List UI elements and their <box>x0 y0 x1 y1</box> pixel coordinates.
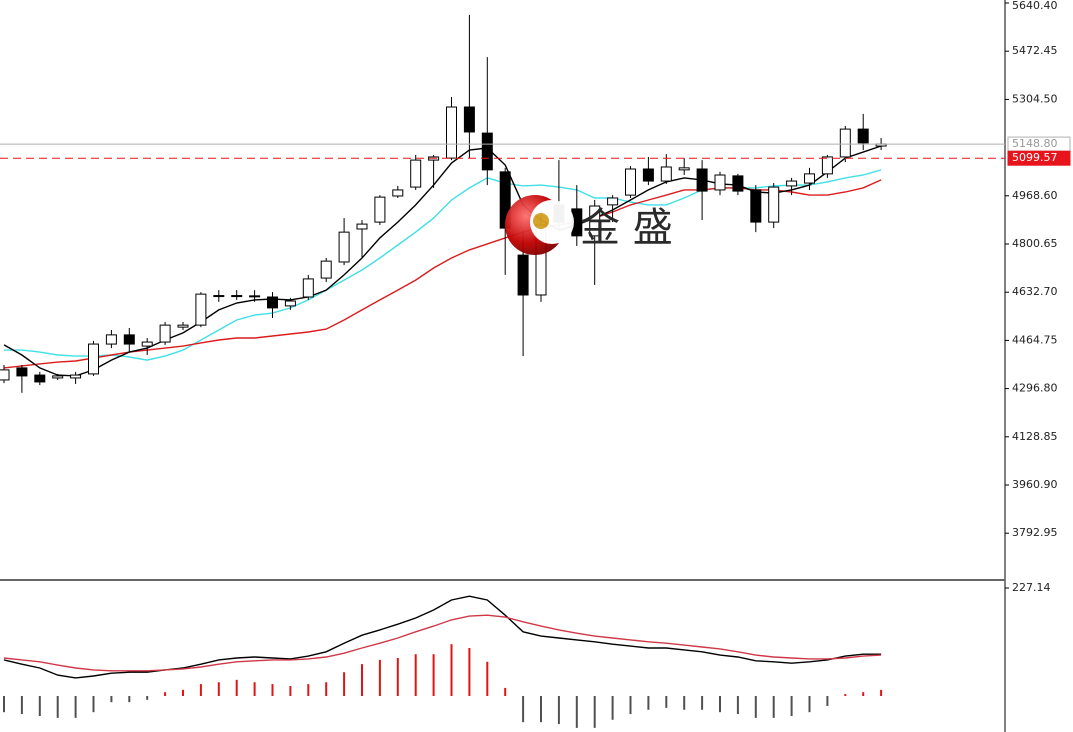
candle-body <box>481 132 493 171</box>
candle-body <box>213 295 225 298</box>
candle-body <box>141 341 153 347</box>
candle-body <box>123 334 135 345</box>
candle-body <box>750 189 762 223</box>
candle-body <box>52 375 64 379</box>
logo-crescent <box>530 200 574 244</box>
candle-body <box>267 296 278 309</box>
candle-body <box>660 166 672 182</box>
candle-body <box>231 295 243 298</box>
indicator-line <box>3 595 882 679</box>
candle-body <box>34 374 46 383</box>
candle-body <box>320 260 332 279</box>
watermark: 金 盛 <box>580 205 673 251</box>
candle-body <box>0 369 10 381</box>
candle-body <box>786 180 798 187</box>
candle-body <box>857 128 869 144</box>
y-tick-label: 4296.80 <box>1012 382 1058 395</box>
y-tick-label: 4968.60 <box>1012 189 1058 202</box>
candle-body <box>589 205 601 237</box>
candle-body <box>338 231 350 263</box>
candle-body <box>70 374 82 379</box>
y-tick-label: 5640.40 <box>1012 0 1058 12</box>
candle-body <box>410 159 422 188</box>
candle-body <box>195 293 207 326</box>
candle-body <box>821 156 833 175</box>
y-tick-label: 5304.50 <box>1012 92 1058 105</box>
y-tick-label: 3792.95 <box>1012 526 1058 539</box>
candle-body <box>463 106 475 133</box>
candle-body <box>88 343 99 375</box>
candle-body <box>678 167 690 171</box>
candle-body <box>768 186 780 223</box>
price-label: 5099.57 <box>1012 151 1058 164</box>
candle-body <box>392 189 404 197</box>
candle-body <box>839 128 851 158</box>
price-label-box <box>1007 150 1071 166</box>
y-tick-label: 227.14 <box>1012 581 1051 594</box>
candle-body <box>714 174 726 191</box>
candle-body <box>517 254 529 296</box>
candle-body <box>642 168 654 182</box>
candle-body <box>105 334 117 345</box>
candle-body <box>249 295 261 298</box>
plots <box>0 14 887 728</box>
candle-body <box>356 223 368 230</box>
candle-body <box>446 106 457 159</box>
candle-body <box>302 278 314 298</box>
candle-body <box>177 324 189 328</box>
y-tick-label: 4464.75 <box>1012 333 1058 346</box>
candle-body <box>374 196 386 223</box>
candle-body <box>625 168 636 196</box>
y-tick-label: 3960.90 <box>1012 478 1058 491</box>
logo-dot <box>533 213 549 229</box>
candle-body <box>607 197 619 206</box>
y-tick-label: 5472.45 <box>1012 44 1058 57</box>
candle-body <box>16 367 28 377</box>
y-tick-label: 4128.85 <box>1012 430 1058 443</box>
indicator-line <box>3 614 882 672</box>
candle-body <box>696 168 708 192</box>
candle-body <box>732 175 744 192</box>
candle-body <box>284 300 296 307</box>
y-tick-label: 4632.70 <box>1012 285 1058 298</box>
candle-body <box>159 324 171 343</box>
y-tick-label: 4800.65 <box>1012 237 1058 250</box>
candle-body <box>804 173 815 184</box>
price-label: 5148.80 <box>1012 137 1058 150</box>
logo <box>505 195 574 255</box>
